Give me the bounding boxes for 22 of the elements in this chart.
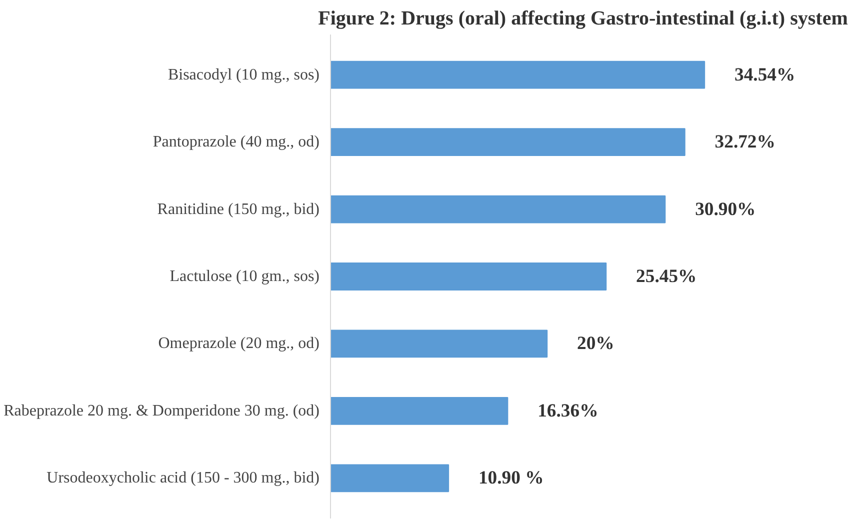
data-label: 34.54%: [734, 64, 796, 86]
data-label: 10.90 %: [478, 468, 544, 489]
data-label: 16.36%: [538, 400, 598, 422]
bar: [330, 195, 666, 224]
bar: [330, 262, 607, 290]
data-label: 25.45%: [636, 266, 697, 287]
y-tick-label: Bisacodyl (10 mg., sos): [168, 66, 320, 84]
bar: [330, 397, 508, 425]
chart-title: Figure 2: Drugs (oral) affecting Gastro-intestinal (g.i.t) system: [318, 8, 848, 30]
y-tick-label: Rabeprazole 20 mg. & Domperidone 30 mg. (od): [4, 402, 320, 420]
y-tick-label: Lactulose (10 gm., sos): [170, 268, 320, 285]
bar: [330, 464, 450, 492]
y-tick-label: Ranitidine (150 mg., bid): [157, 200, 320, 218]
bar: [330, 128, 686, 156]
y-tick-label: Pantoprazole (40 mg., od): [152, 134, 320, 151]
bar: [330, 330, 548, 358]
data-label: 32.72%: [714, 132, 776, 153]
bar: [330, 60, 706, 89]
data-label: 20%: [577, 333, 614, 354]
y-tick-label: Ursodeoxycholic acid (150 - 300 mg., bid): [46, 470, 320, 487]
data-label: 30.90%: [695, 198, 756, 220]
y-tick-label: Omeprazole (20 mg., od): [158, 335, 320, 352]
